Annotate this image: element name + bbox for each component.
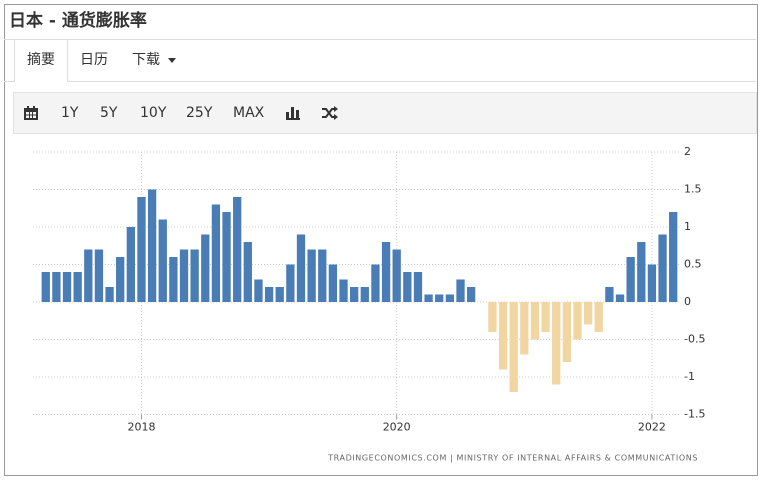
tab-bar: 摘要 日历 下载 xyxy=(4,39,756,82)
y-tick-label: -1.5 xyxy=(684,408,705,421)
y-tick-label: 1 xyxy=(684,220,691,233)
bar xyxy=(116,257,125,302)
bar xyxy=(350,287,359,302)
bar xyxy=(286,264,295,302)
bar xyxy=(211,204,221,302)
bar xyxy=(403,272,412,302)
bar xyxy=(647,264,657,302)
bar xyxy=(222,212,231,302)
bar-chart-icon[interactable] xyxy=(286,106,300,120)
bar xyxy=(94,249,104,302)
bar xyxy=(488,302,497,332)
bar xyxy=(339,279,348,302)
bar xyxy=(126,227,135,302)
bar xyxy=(201,234,210,302)
bar xyxy=(530,302,540,340)
bar xyxy=(541,302,550,332)
bar xyxy=(562,302,571,362)
bar xyxy=(137,197,146,302)
bar xyxy=(669,212,678,302)
shuffle-icon[interactable] xyxy=(322,106,338,120)
bar xyxy=(583,302,593,325)
bar xyxy=(658,234,667,302)
bar xyxy=(360,287,369,302)
y-tick-label: 1.5 xyxy=(684,183,702,196)
y-tick-label: 2 xyxy=(684,145,691,158)
toolbar: 1Y 5Y 10Y 25Y MAX xyxy=(13,92,757,134)
source-note: TRADINGECONOMICS.COM | MINISTRY OF INTER… xyxy=(327,454,698,463)
y-tick-label: -0.5 xyxy=(684,333,705,346)
y-tick-label: 0.5 xyxy=(684,258,702,271)
range-button[interactable]: 1Y xyxy=(61,105,79,121)
bar xyxy=(296,234,306,302)
bar xyxy=(52,272,61,302)
bar xyxy=(594,302,603,332)
bar xyxy=(605,287,614,302)
x-tick-label: 2018 xyxy=(127,421,155,434)
tab[interactable]: 下载 xyxy=(132,52,160,68)
bar xyxy=(520,302,529,355)
range-button[interactable]: 10Y xyxy=(140,105,167,121)
bar xyxy=(424,294,433,302)
bar xyxy=(84,249,93,302)
bar xyxy=(254,279,263,302)
bar xyxy=(552,302,561,385)
bar xyxy=(41,272,50,302)
bar xyxy=(626,257,635,302)
tab[interactable]: 日历 xyxy=(80,52,108,68)
bar xyxy=(637,242,646,302)
bar xyxy=(573,302,582,340)
bar xyxy=(275,287,284,302)
bar xyxy=(62,272,72,302)
bar xyxy=(435,294,444,302)
bar xyxy=(158,219,167,302)
range-button[interactable]: 25Y xyxy=(186,105,213,121)
bar xyxy=(456,279,465,302)
bar xyxy=(392,249,401,302)
bar xyxy=(615,294,625,302)
y-tick-label: 0 xyxy=(684,295,691,308)
bar xyxy=(328,264,338,302)
bar xyxy=(466,287,476,302)
bar xyxy=(243,242,252,302)
frame xyxy=(4,4,758,476)
x-tick-label: 2020 xyxy=(383,421,411,434)
x-tick-label: 2022 xyxy=(638,421,666,434)
range-button[interactable]: MAX xyxy=(233,105,265,121)
tab[interactable]: 摘要 xyxy=(14,40,68,82)
range-button[interactable]: 5Y xyxy=(100,105,118,121)
bar xyxy=(381,242,391,302)
dropdown-caret xyxy=(168,58,176,63)
bar xyxy=(190,249,199,302)
bar xyxy=(445,294,455,302)
bar xyxy=(413,272,423,302)
bar xyxy=(307,249,316,302)
bar xyxy=(179,249,189,302)
bar xyxy=(264,287,274,302)
bar xyxy=(73,272,82,302)
calendar-icon[interactable] xyxy=(24,106,38,120)
bar xyxy=(169,257,178,302)
bar xyxy=(147,189,157,302)
bar xyxy=(105,287,114,302)
bar xyxy=(498,302,508,370)
bar xyxy=(318,249,327,302)
page-title: 日本 - 通货膨胀率 xyxy=(9,11,147,31)
bar xyxy=(233,197,242,302)
bar xyxy=(509,302,518,392)
y-tick-label: -1 xyxy=(684,370,695,383)
bar xyxy=(371,264,380,302)
